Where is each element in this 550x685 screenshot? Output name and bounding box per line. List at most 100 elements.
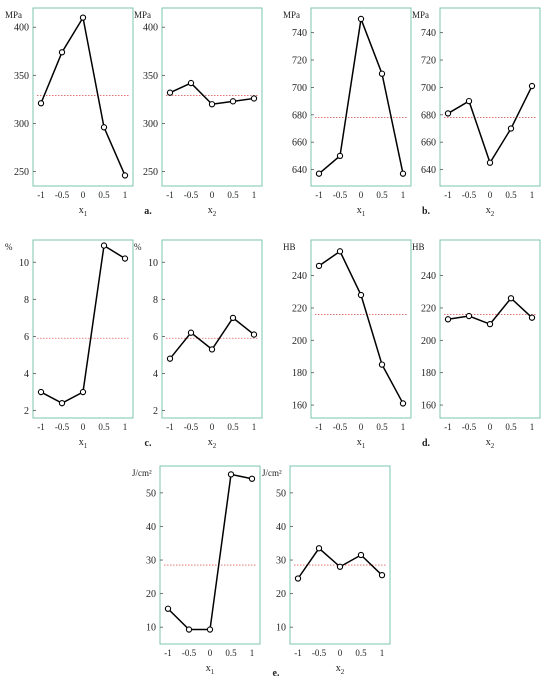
- data-point: [486, 159, 494, 166]
- x-axis-label-base: x: [206, 663, 211, 674]
- x-tick-label: -1: [315, 422, 323, 432]
- x-axis-label-base: x: [486, 437, 491, 448]
- plot-frame: [439, 239, 541, 419]
- x-tick-label: 0: [359, 422, 364, 432]
- data-point: [528, 82, 536, 90]
- x-tick-label: 0: [81, 422, 86, 432]
- x-tick-label: 1: [380, 648, 385, 658]
- y-tick-label: 220: [292, 303, 307, 314]
- series-line: [169, 82, 255, 106]
- y-tick-label: 40: [146, 522, 156, 533]
- data-point: [444, 110, 452, 117]
- data-point: [315, 545, 323, 552]
- x-axis-label-base: x: [208, 437, 213, 448]
- x-axis-label-subscript: 1: [362, 442, 366, 450]
- x-axis-label: x2: [486, 437, 495, 450]
- data-point: [208, 346, 216, 353]
- data-point: [444, 316, 452, 323]
- series-line: [40, 244, 126, 405]
- plot-frame: [310, 239, 412, 419]
- x-axis-label: x2: [208, 437, 217, 450]
- y-tick-label: 6: [153, 332, 158, 343]
- panel-caption-c: c.: [145, 438, 152, 449]
- y-tick-label: 180: [421, 368, 436, 379]
- x-axis-label-subscript: 1: [211, 668, 215, 676]
- y-unit-label: J/cm²: [262, 468, 282, 478]
- x-tick-label: 1: [123, 422, 128, 432]
- y-tick-label: 8: [153, 295, 158, 306]
- data-point: [507, 125, 515, 132]
- plot-frame: [161, 7, 263, 187]
- y-tick-label: 350: [14, 71, 29, 82]
- x-axis-label: x2: [486, 205, 495, 218]
- y-unit-label: %: [134, 242, 142, 252]
- x-axis-label-base: x: [208, 205, 213, 216]
- x-tick-label: -1: [37, 422, 45, 432]
- x-tick-label: 0: [488, 190, 493, 200]
- x-tick-label: -0.5: [184, 422, 199, 432]
- y-tick-label: 740: [292, 28, 307, 39]
- data-point: [227, 471, 235, 478]
- data-point: [248, 475, 256, 482]
- data-point: [357, 291, 365, 299]
- x-tick-label: -0.5: [462, 422, 477, 432]
- y-tick-label: 740: [421, 28, 436, 39]
- series-line: [318, 250, 404, 404]
- data-point: [187, 329, 195, 336]
- series-line: [447, 297, 533, 326]
- y-tick-label: 640: [292, 165, 307, 176]
- data-point: [250, 331, 258, 338]
- x-tick-label: -1: [444, 190, 452, 200]
- x-tick-label: 0: [81, 190, 86, 200]
- y-tick-label: 2: [153, 406, 158, 417]
- data-point: [507, 295, 515, 302]
- x-tick-label: -1: [294, 648, 302, 658]
- y-tick-label: 240: [421, 271, 436, 282]
- y-tick-label: 50: [276, 488, 286, 499]
- x-tick-label: 0.5: [98, 422, 110, 432]
- x-axis-label-base: x: [357, 205, 362, 216]
- y-tick-label: 350: [143, 71, 158, 82]
- panel-caption-b: b.: [422, 206, 431, 217]
- data-point: [121, 255, 129, 262]
- x-tick-label: -0.5: [333, 422, 348, 432]
- y-tick-label: 50: [146, 488, 156, 499]
- y-tick-label: 2: [24, 406, 29, 417]
- data-point: [79, 14, 87, 21]
- x-tick-label: 0.5: [355, 648, 367, 658]
- x-tick-label: 1: [401, 190, 406, 200]
- data-point: [486, 320, 494, 328]
- data-point: [208, 101, 216, 108]
- plot-frame: [439, 7, 541, 187]
- data-point: [378, 572, 386, 579]
- x-tick-label: 1: [530, 422, 535, 432]
- x-tick-label: 0.5: [227, 190, 239, 200]
- data-point: [166, 89, 174, 96]
- data-point: [357, 551, 365, 559]
- x-tick-label: -0.5: [312, 648, 327, 658]
- plot-frame: [159, 465, 261, 645]
- x-tick-label: 0: [338, 648, 343, 658]
- data-point: [121, 172, 129, 179]
- y-tick-label: 250: [14, 167, 29, 178]
- y-tick-label: 6: [24, 332, 29, 343]
- series-line: [318, 16, 404, 175]
- data-point: [100, 242, 108, 249]
- x-axis-label-subscript: 2: [213, 442, 217, 450]
- y-tick-label: 200: [292, 336, 307, 347]
- y-tick-label: 300: [143, 119, 158, 130]
- data-point: [58, 400, 66, 407]
- x-axis-label-base: x: [357, 437, 362, 448]
- y-unit-label: HB: [283, 242, 296, 252]
- x-tick-label: 0: [488, 422, 493, 432]
- y-tick-label: 300: [14, 119, 29, 130]
- x-axis-label: x2: [208, 205, 217, 218]
- data-point: [315, 170, 323, 177]
- data-point: [100, 124, 108, 131]
- y-tick-label: 250: [143, 167, 158, 178]
- data-point: [166, 355, 174, 362]
- y-tick-label: 400: [143, 23, 158, 34]
